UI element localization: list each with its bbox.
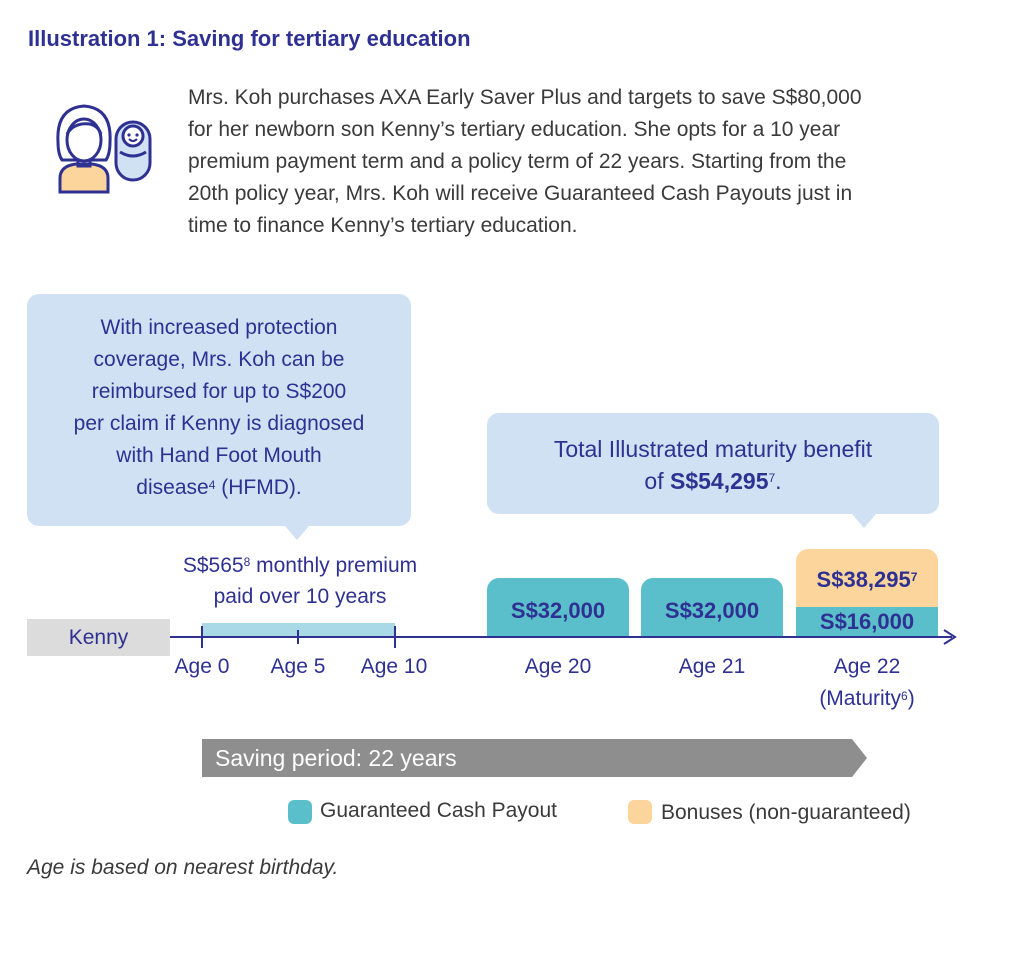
legend-swatch-payout — [288, 800, 312, 824]
intro-paragraph: Mrs. Koh purchases AXA Early Saver Plus … — [188, 82, 978, 242]
bonus-amount: S$38,295 — [816, 567, 911, 592]
hfmd-callout: With increased protection coverage, Mrs.… — [27, 294, 411, 540]
family-icon — [56, 104, 152, 194]
premium-period-bar — [202, 623, 395, 637]
callout-text: . — [775, 468, 782, 494]
legend-label-bonus: Bonuses (non-guaranteed) — [661, 801, 911, 824]
mother-icon — [56, 104, 112, 194]
callout-pointer — [852, 514, 876, 528]
legend-swatch-bonus — [628, 800, 652, 824]
maturity-benefit-callout: Total Illustrated maturity benefit of S$… — [487, 413, 939, 528]
premium-label: S$5658 monthly premium paid over 10 year… — [150, 550, 450, 612]
maturity-text: (Maturity — [819, 687, 901, 710]
swaddled-baby-icon — [114, 120, 152, 182]
bonus-block-age-22: S$38,2957 — [796, 549, 938, 607]
age-label: Age 22 — [833, 655, 901, 678]
age-label: Age 10 — [360, 655, 428, 678]
premium-text: monthly premium — [250, 554, 418, 577]
saving-period-bar — [202, 739, 867, 777]
footnote-marker: 4 — [208, 478, 216, 492]
callout-pointer — [285, 526, 309, 540]
footnote-marker: 7 — [910, 570, 918, 584]
age-label: Age 5 — [270, 655, 326, 678]
intro-line: 20th policy year, Mrs. Koh will receive … — [188, 182, 853, 205]
legend-label-payout: Guaranteed Cash Payout — [320, 799, 557, 822]
timeline-person-label: Kenny — [27, 619, 170, 656]
payout-block-age-20: S$32,000 — [487, 578, 629, 637]
intro-line: for her newborn son Kenny’s tertiary edu… — [188, 118, 841, 141]
callout-line: reimbursed for up to S$200 — [91, 380, 347, 403]
intro-line: time to finance Kenny’s tertiary educati… — [188, 214, 578, 237]
footnote: Age is based on nearest birthday. — [27, 856, 339, 879]
callout-text: of — [644, 468, 670, 494]
callout-text: disease — [136, 476, 209, 499]
footnote-marker: 7 — [768, 471, 776, 485]
premium-amount: S$565 — [182, 554, 244, 577]
callout-line: coverage, Mrs. Koh can be — [93, 348, 345, 371]
callout-line: per claim if Kenny is diagnosed — [73, 412, 365, 435]
age-label: Age 20 — [524, 655, 592, 678]
premium-line: S$5658 monthly premium — [150, 550, 450, 581]
maturity-text: ) — [907, 687, 915, 710]
callout-line: with Hand Foot Mouth — [116, 444, 322, 467]
page-title: Illustration 1: Saving for tertiary educ… — [28, 26, 471, 51]
age-label: Age 21 — [678, 655, 746, 678]
footnote-marker: 8 — [243, 555, 251, 569]
premium-line: paid over 10 years — [213, 585, 387, 608]
age-label: Age 0 — [174, 655, 230, 678]
callout-text: (HFMD). — [215, 476, 302, 499]
callout-line: Total Illustrated maturity benefit — [553, 436, 873, 462]
axis-arrow-icon — [943, 629, 957, 645]
intro-line: premium payment term and a policy term o… — [188, 150, 847, 173]
saving-period-label: Saving period: 22 years — [215, 745, 457, 771]
maturity-benefit-amount: S$54,295 — [670, 468, 769, 494]
payout-block-age-21: S$32,000 — [641, 578, 783, 637]
callout-line: disease4 (HFMD). — [27, 472, 411, 504]
footnote-marker: 6 — [901, 689, 908, 703]
maturity-note: (Maturity6) — [787, 684, 947, 714]
callout-line: With increased protection — [100, 316, 338, 339]
payout-block-age-22: S$16,000 — [796, 607, 938, 637]
intro-line: Mrs. Koh purchases AXA Early Saver Plus … — [188, 86, 862, 109]
callout-line: of S$54,2957. — [487, 465, 939, 497]
